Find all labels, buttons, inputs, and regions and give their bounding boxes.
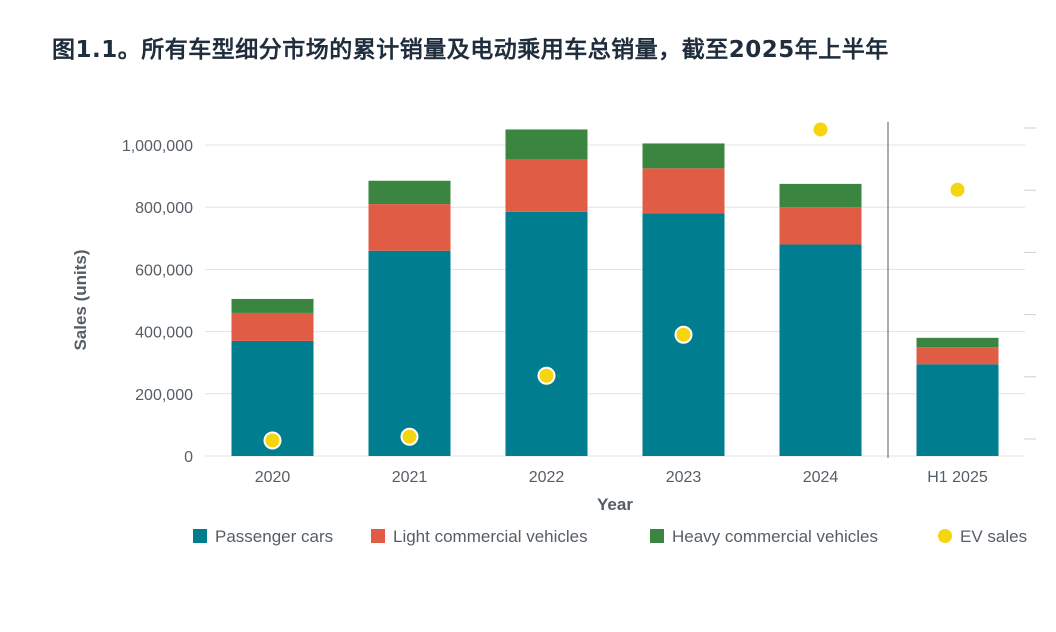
bar-light — [505, 158, 588, 212]
legend-label: Light commercial vehicles — [393, 527, 588, 546]
y-tick-label: 400,000 — [135, 325, 193, 342]
bar-light — [231, 312, 314, 341]
bar-passenger — [505, 211, 588, 456]
bar-light — [642, 168, 725, 214]
legend-swatch-light — [371, 529, 385, 543]
y-tick-label: 0 — [184, 449, 193, 466]
x-tick-label: 2024 — [803, 469, 839, 486]
bar-passenger — [368, 250, 451, 456]
bar-heavy — [642, 143, 725, 169]
bar-light — [916, 347, 999, 365]
bar-heavy — [368, 180, 451, 205]
x-tick-label: H1 2025 — [927, 469, 988, 486]
y-axis-title: Sales (units) — [71, 249, 90, 350]
bar-light — [368, 204, 451, 251]
bar-heavy — [231, 298, 314, 313]
ev-sales-point — [263, 431, 282, 450]
x-axis-title: Year — [597, 495, 633, 514]
x-tick-label: 2022 — [529, 469, 565, 486]
y-tick-label: 200,000 — [135, 387, 193, 404]
ev-sales-point — [400, 427, 419, 446]
ev-sales-point — [811, 120, 830, 139]
legend-label: Heavy commercial vehicles — [672, 527, 878, 546]
ev-sales-point — [948, 180, 967, 199]
legend-label: EV sales — [960, 527, 1027, 546]
bar-passenger — [779, 244, 862, 456]
x-tick-label: 2020 — [255, 469, 291, 486]
bar-passenger — [916, 364, 999, 456]
bar-heavy — [505, 129, 588, 159]
chart-title: 图1.1。所有车型细分市场的累计销量及电动乘用车总销量，截至2025年上半年 — [52, 37, 889, 63]
legend-swatch-ev — [938, 529, 952, 543]
bar-light — [779, 207, 862, 245]
y-tick-label: 800,000 — [135, 200, 193, 217]
legend-swatch-heavy — [650, 529, 664, 543]
bar-heavy — [779, 183, 862, 208]
y-tick-label: 600,000 — [135, 262, 193, 279]
ev-sales-point — [537, 366, 556, 385]
ev-sales-point — [674, 325, 693, 344]
x-tick-label: 2023 — [666, 469, 702, 486]
y-tick-label: 1,000,000 — [122, 138, 193, 155]
legend-swatch-passenger — [193, 529, 207, 543]
x-tick-label: 2021 — [392, 469, 428, 486]
bar-heavy — [916, 337, 999, 348]
legend-label: Passenger cars — [215, 527, 333, 546]
